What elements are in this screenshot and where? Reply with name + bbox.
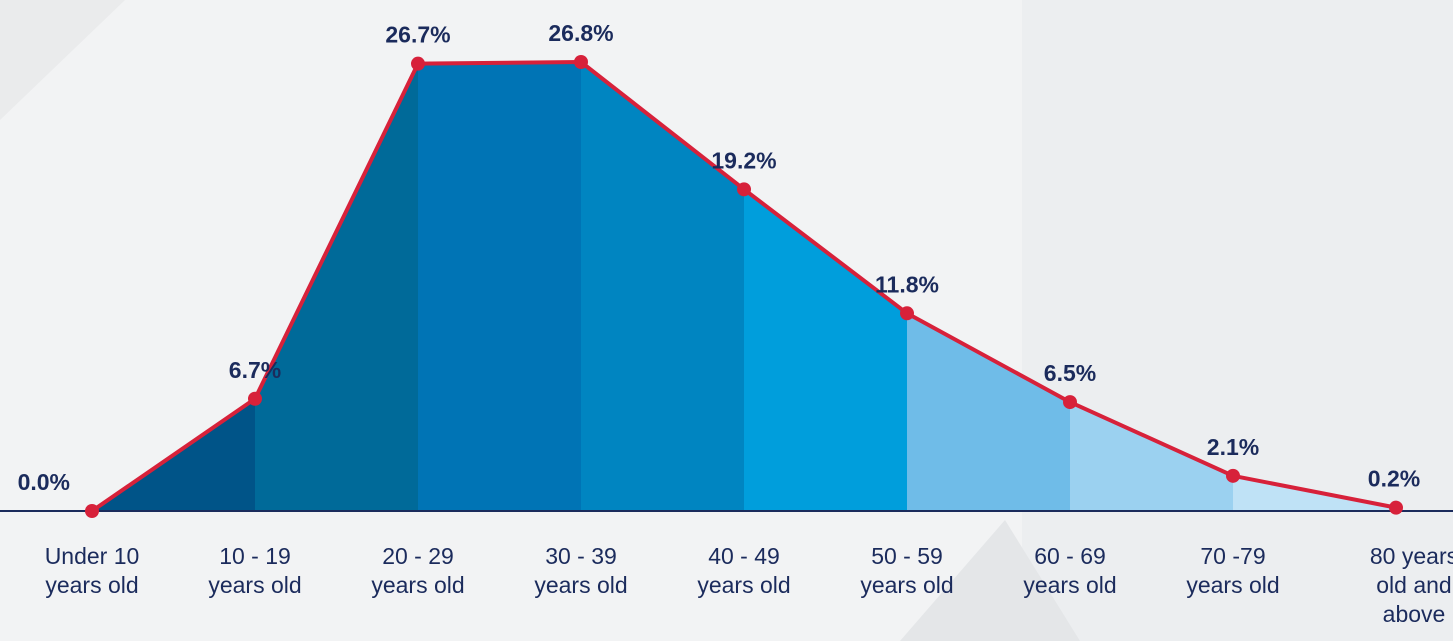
x-tick-label-line: 30 - 39 <box>545 543 617 569</box>
data-label: 0.0% <box>18 469 70 495</box>
x-tick-label: 20 - 29 years old <box>371 543 464 598</box>
x-tick-label-line: 70 -79 <box>1200 543 1265 569</box>
x-tick-label-line: 80 years <box>1370 543 1453 569</box>
area-bands <box>92 62 1396 511</box>
data-labels: 0.0% 6.7% 26.7% 26.8% 19.2% 11.8% 6.5% 2.1% 0.2% <box>18 20 1421 495</box>
x-tick-label-line: 60 - 69 <box>1034 543 1106 569</box>
data-label: 19.2% <box>711 147 776 173</box>
data-label: 6.5% <box>1044 360 1096 386</box>
x-tick-label-line: years old <box>371 572 464 598</box>
x-tick-label-line: years old <box>697 572 790 598</box>
x-tick-label: 30 - 39 years old <box>534 543 627 598</box>
x-tick-label-line: above <box>1383 601 1446 627</box>
area-band <box>418 62 581 511</box>
x-tick-label-line: 10 - 19 <box>219 543 291 569</box>
data-point-marker <box>248 391 262 406</box>
x-tick-label-line: years old <box>534 572 627 598</box>
area-band <box>1070 402 1233 511</box>
x-tick-label-line: 40 - 49 <box>708 543 780 569</box>
data-label: 11.8% <box>875 271 939 297</box>
data-point-marker <box>737 182 751 197</box>
data-label: 26.7% <box>385 22 450 48</box>
x-tick-label-line: 50 - 59 <box>871 543 943 569</box>
area-band <box>907 313 1070 511</box>
x-tick-label: 60 - 69 years old <box>1023 543 1116 598</box>
x-tick-label: 50 - 59 years old <box>860 543 953 598</box>
area-band <box>255 63 418 511</box>
area-band <box>581 62 744 511</box>
data-markers <box>85 55 1403 518</box>
x-tick-label: Under 10 years old <box>45 543 140 598</box>
data-point-marker <box>1063 395 1077 410</box>
x-tick-label-line: years old <box>1023 572 1116 598</box>
data-label: 0.2% <box>1368 466 1420 492</box>
x-tick-label-line: years old <box>45 572 138 598</box>
data-point-marker <box>900 306 914 321</box>
x-tick-label-line: old and <box>1376 572 1451 598</box>
data-label: 2.1% <box>1207 434 1259 460</box>
data-point-marker <box>85 504 99 518</box>
x-tick-label: 70 -79 years old <box>1186 543 1279 598</box>
x-tick-label: 40 - 49 years old <box>697 543 790 598</box>
data-label: 26.8% <box>548 20 613 46</box>
x-tick-label: 80 years old and above <box>1370 543 1453 627</box>
x-tick-label-line: years old <box>860 572 953 598</box>
background-wedge-left <box>0 0 125 120</box>
data-label: 6.7% <box>229 357 281 383</box>
x-tick-label-line: years old <box>1186 572 1279 598</box>
background-wedge-bottom <box>900 520 1080 641</box>
data-point-marker <box>1226 468 1240 483</box>
data-point-marker <box>574 55 588 69</box>
data-point-marker <box>411 56 425 71</box>
x-tick-label-line: Under 10 <box>45 543 140 569</box>
data-point-marker <box>1389 500 1403 515</box>
x-tick-label-line: 20 - 29 <box>382 543 454 569</box>
x-tick-label: 10 - 19 years old <box>208 543 301 598</box>
area-band <box>744 189 907 511</box>
x-tick-label-line: years old <box>208 572 301 598</box>
